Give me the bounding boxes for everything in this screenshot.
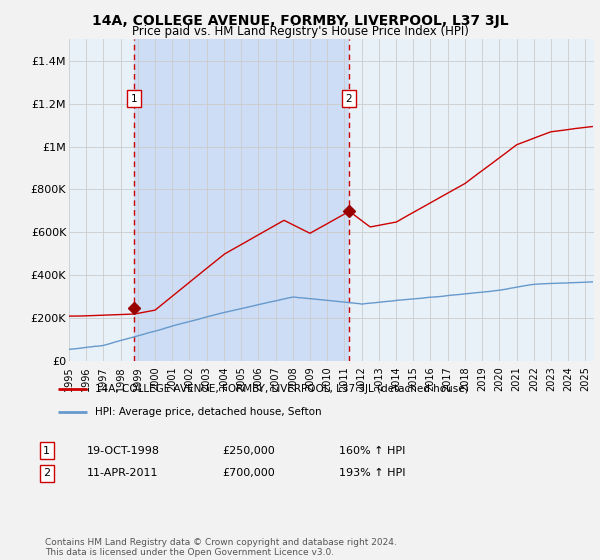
Text: 1: 1 [43, 446, 50, 456]
Bar [134, 39, 349, 361]
Text: £250,000: £250,000 [222, 446, 275, 456]
Text: 160% ↑ HPI: 160% ↑ HPI [339, 446, 406, 456]
Text: 193% ↑ HPI: 193% ↑ HPI [339, 468, 406, 478]
Text: 19-OCT-1998: 19-OCT-1998 [87, 446, 160, 456]
Text: 2: 2 [43, 468, 50, 478]
Text: 11-APR-2011: 11-APR-2011 [87, 468, 158, 478]
Text: £700,000: £700,000 [222, 468, 275, 478]
Text: Contains HM Land Registry data © Crown copyright and database right 2024.
This d: Contains HM Land Registry data © Crown c… [45, 538, 397, 557]
Text: HPI: Average price, detached house, Sefton: HPI: Average price, detached house, Seft… [95, 407, 322, 417]
Text: 1: 1 [131, 94, 138, 104]
Text: 2: 2 [346, 94, 352, 104]
Text: 14A, COLLEGE AVENUE, FORMBY, LIVERPOOL, L37 3JL (detached house): 14A, COLLEGE AVENUE, FORMBY, LIVERPOOL, … [95, 384, 469, 394]
Text: 14A, COLLEGE AVENUE, FORMBY, LIVERPOOL, L37 3JL: 14A, COLLEGE AVENUE, FORMBY, LIVERPOOL, … [92, 14, 508, 28]
Text: Price paid vs. HM Land Registry's House Price Index (HPI): Price paid vs. HM Land Registry's House … [131, 25, 469, 38]
